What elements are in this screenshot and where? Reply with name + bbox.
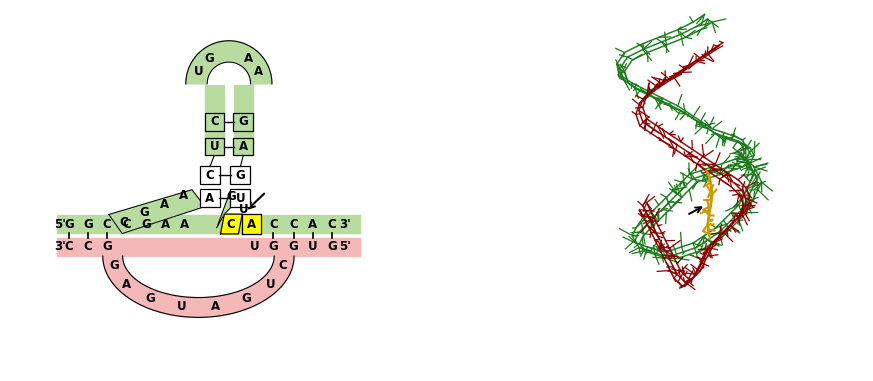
FancyBboxPatch shape	[233, 113, 253, 131]
Text: C: C	[210, 115, 219, 128]
FancyBboxPatch shape	[200, 166, 220, 184]
Text: C: C	[123, 218, 132, 231]
Text: U: U	[250, 240, 259, 253]
Text: G: G	[289, 240, 299, 253]
Text: A: A	[239, 140, 248, 153]
Text: A: A	[161, 218, 170, 231]
Text: G: G	[83, 218, 93, 231]
Text: C: C	[327, 218, 336, 231]
Text: G: G	[109, 259, 119, 272]
Text: C: C	[65, 240, 73, 253]
Text: A: A	[247, 218, 256, 231]
FancyBboxPatch shape	[200, 189, 220, 207]
FancyBboxPatch shape	[230, 166, 251, 184]
Text: G: G	[269, 240, 278, 253]
Text: C: C	[227, 218, 236, 231]
Text: A: A	[179, 189, 189, 202]
Text: A: A	[205, 192, 215, 205]
Text: U: U	[236, 192, 245, 205]
Text: U: U	[176, 300, 186, 313]
Text: G: G	[327, 240, 337, 253]
Text: C: C	[278, 259, 287, 272]
Text: C: C	[205, 169, 214, 182]
Polygon shape	[221, 214, 242, 234]
Text: U: U	[210, 140, 219, 153]
Text: 5': 5'	[339, 240, 351, 253]
Text: A: A	[180, 218, 189, 231]
Polygon shape	[207, 62, 251, 84]
Polygon shape	[242, 214, 260, 234]
Text: G: G	[139, 206, 148, 219]
Text: G: G	[242, 292, 251, 305]
Text: C: C	[269, 218, 278, 231]
Text: U: U	[265, 278, 275, 291]
Text: G: G	[102, 240, 112, 253]
Text: U: U	[308, 240, 318, 253]
FancyBboxPatch shape	[204, 138, 224, 155]
Text: A: A	[160, 198, 168, 211]
Text: G: G	[236, 169, 245, 182]
Polygon shape	[109, 190, 205, 234]
Text: G: G	[146, 292, 155, 305]
Text: C: C	[103, 218, 112, 231]
Text: G: G	[238, 115, 248, 128]
Text: A: A	[210, 300, 220, 313]
Text: A: A	[244, 52, 253, 65]
Polygon shape	[103, 256, 294, 317]
Text: A: A	[308, 218, 317, 231]
Text: U: U	[194, 65, 203, 78]
Text: A: A	[122, 278, 131, 291]
Text: A: A	[254, 65, 264, 78]
Text: C: C	[120, 216, 128, 229]
Polygon shape	[186, 41, 272, 84]
Text: 5': 5'	[54, 218, 66, 231]
Text: G: G	[141, 218, 151, 231]
Text: U: U	[239, 203, 249, 216]
Text: 3': 3'	[340, 218, 351, 231]
FancyBboxPatch shape	[204, 113, 224, 131]
FancyBboxPatch shape	[230, 189, 251, 207]
Text: G: G	[226, 190, 236, 203]
Text: 3': 3'	[54, 240, 66, 253]
Text: C: C	[289, 218, 298, 231]
Text: C: C	[84, 240, 93, 253]
Text: G: G	[64, 218, 73, 231]
Polygon shape	[217, 190, 248, 228]
Text: G: G	[204, 52, 214, 65]
FancyBboxPatch shape	[233, 138, 253, 155]
